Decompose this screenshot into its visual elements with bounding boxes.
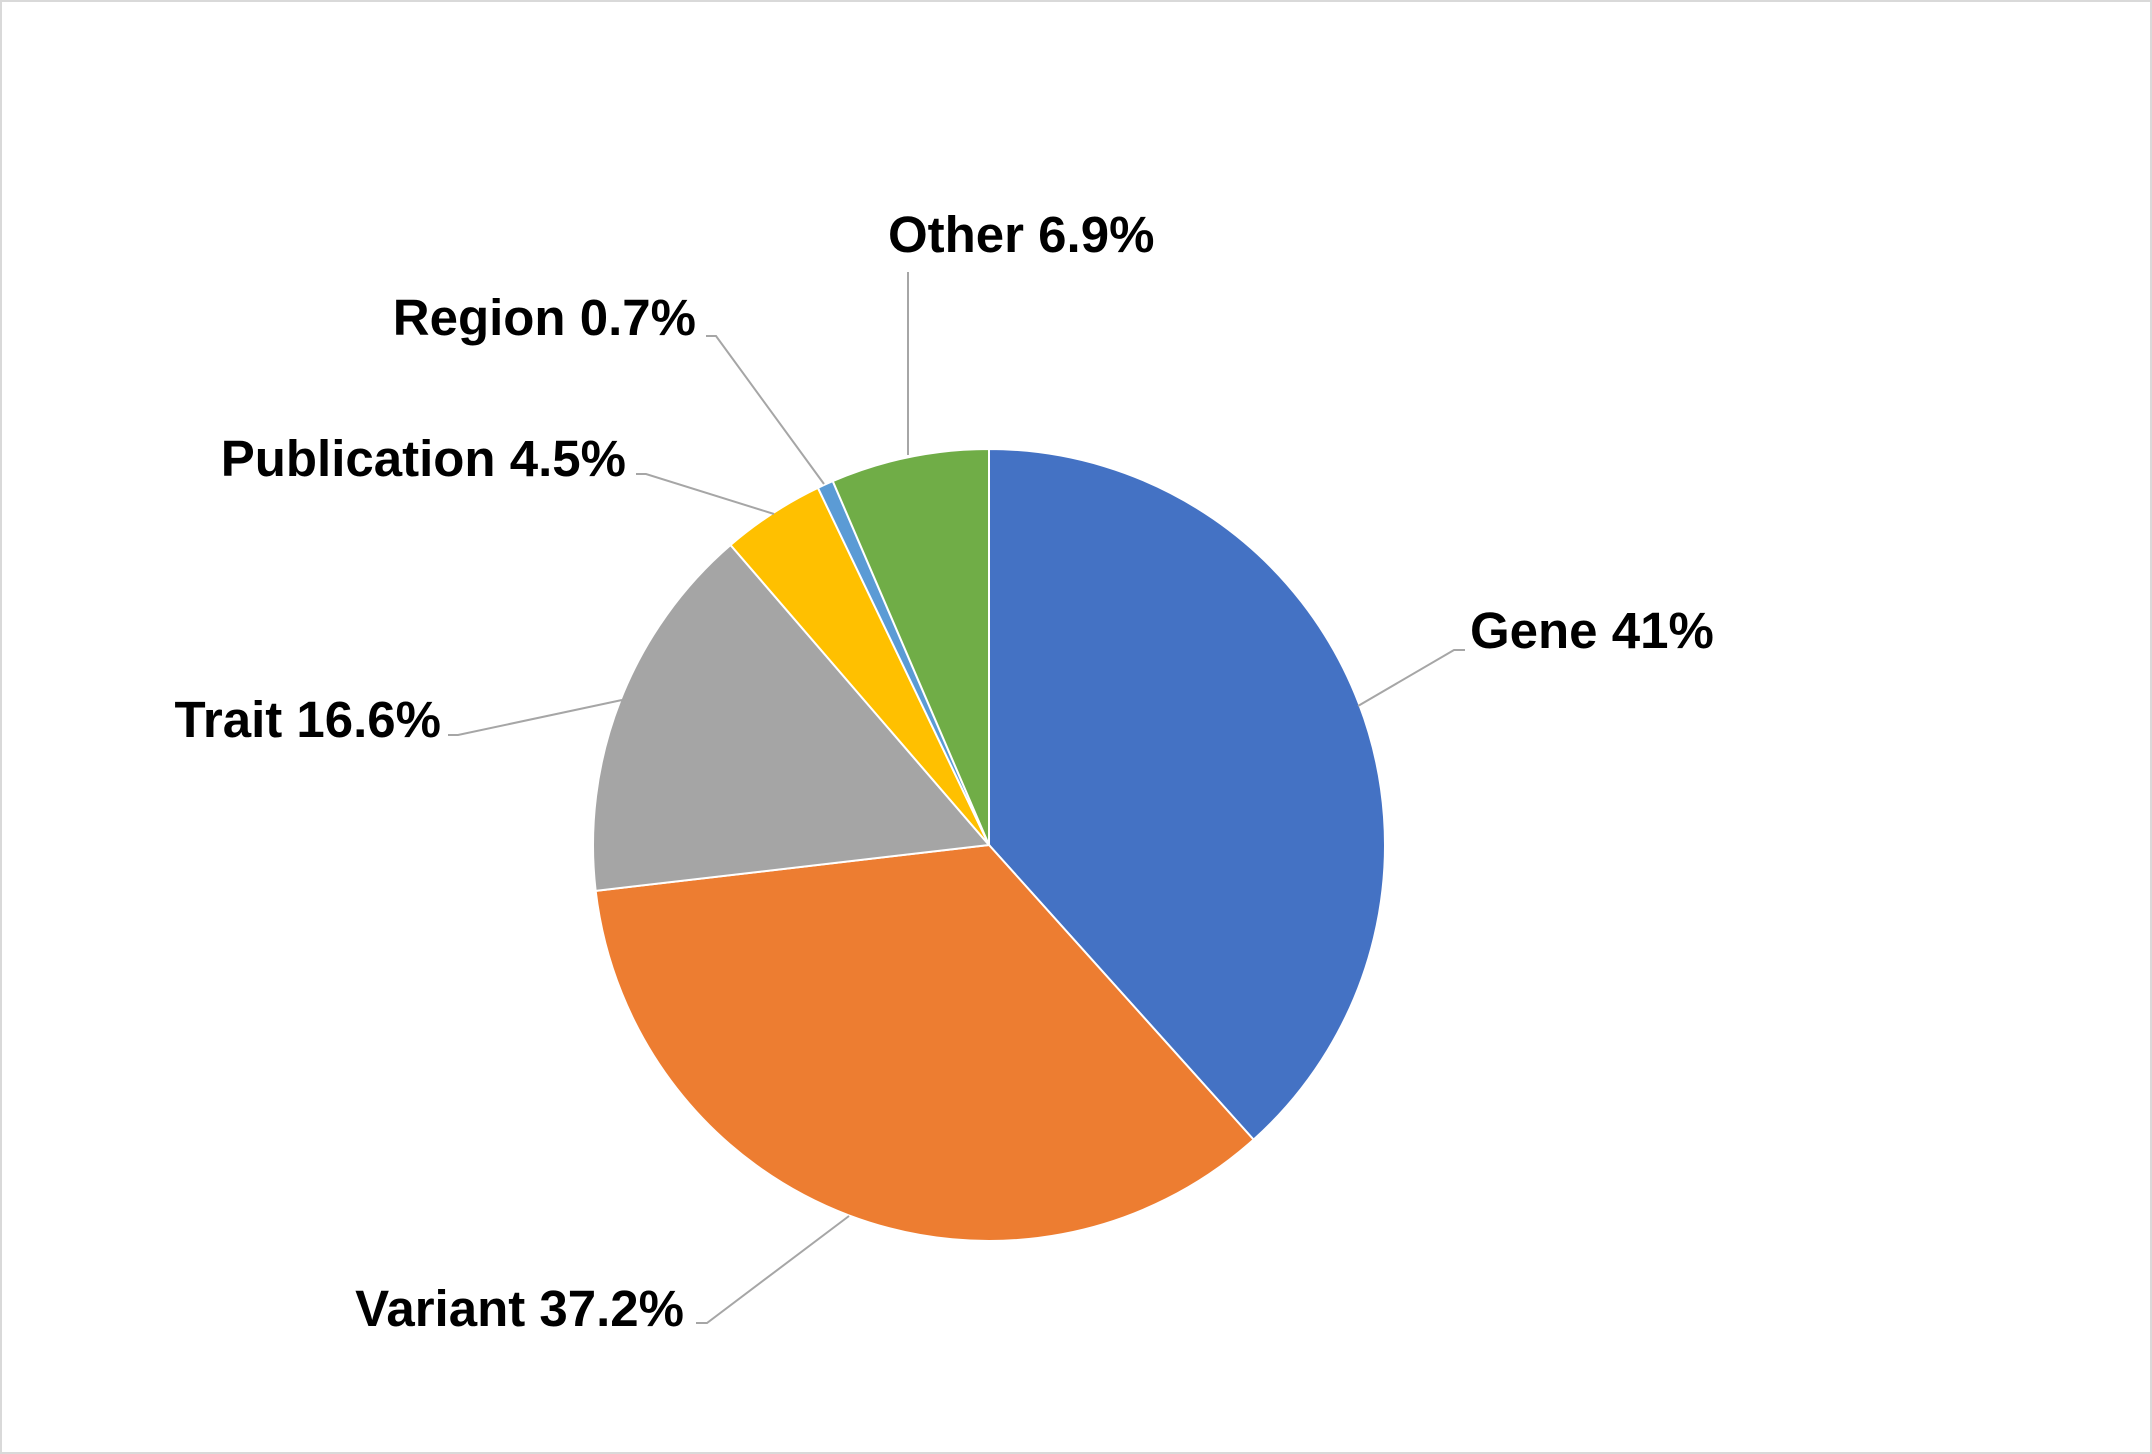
- leader-line-publication: [636, 473, 775, 515]
- leader-line-trait: [448, 699, 623, 736]
- pie-slices: [592, 447, 1386, 1242]
- leader-line-gene: [1357, 649, 1465, 707]
- data-label-publication: Publication 4.5%: [221, 430, 626, 487]
- pie-slice-variant: [594, 843, 1256, 1242]
- pie-slice-gene: [988, 447, 1386, 1142]
- leader-line-variant: [696, 1215, 850, 1324]
- leader-lines: [448, 272, 1465, 1324]
- data-label-variant: Variant 37.2%: [355, 1280, 684, 1337]
- data-labels: Gene 41% Variant 37.2% Trait 16.6% Publicat…: [175, 206, 1714, 1337]
- leader-line-region: [706, 335, 825, 485]
- data-label-other: Other 6.9%: [888, 206, 1154, 263]
- data-label-trait: Trait 16.6%: [175, 691, 441, 748]
- pie-slice-other: [831, 447, 990, 846]
- data-label-region: Region 0.7%: [393, 289, 696, 346]
- data-label-gene: Gene 41%: [1470, 602, 1714, 659]
